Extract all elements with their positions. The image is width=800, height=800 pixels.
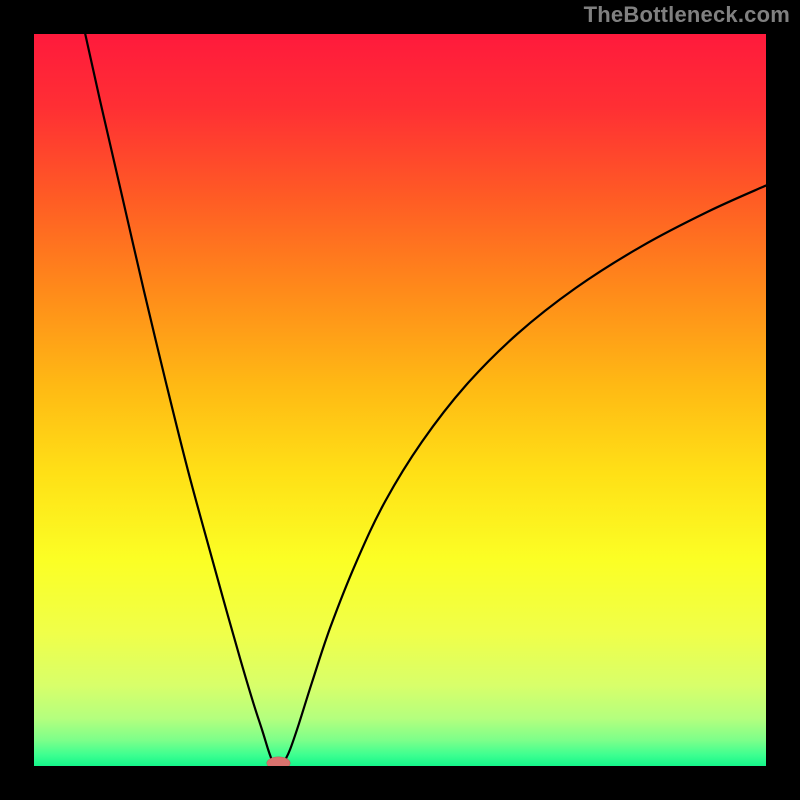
gradient-background	[34, 34, 766, 766]
chart-container: TheBottleneck.com	[0, 0, 800, 800]
watermark-text: TheBottleneck.com	[584, 2, 790, 28]
plot-area	[34, 34, 766, 766]
gradient-chart-svg	[34, 34, 766, 766]
